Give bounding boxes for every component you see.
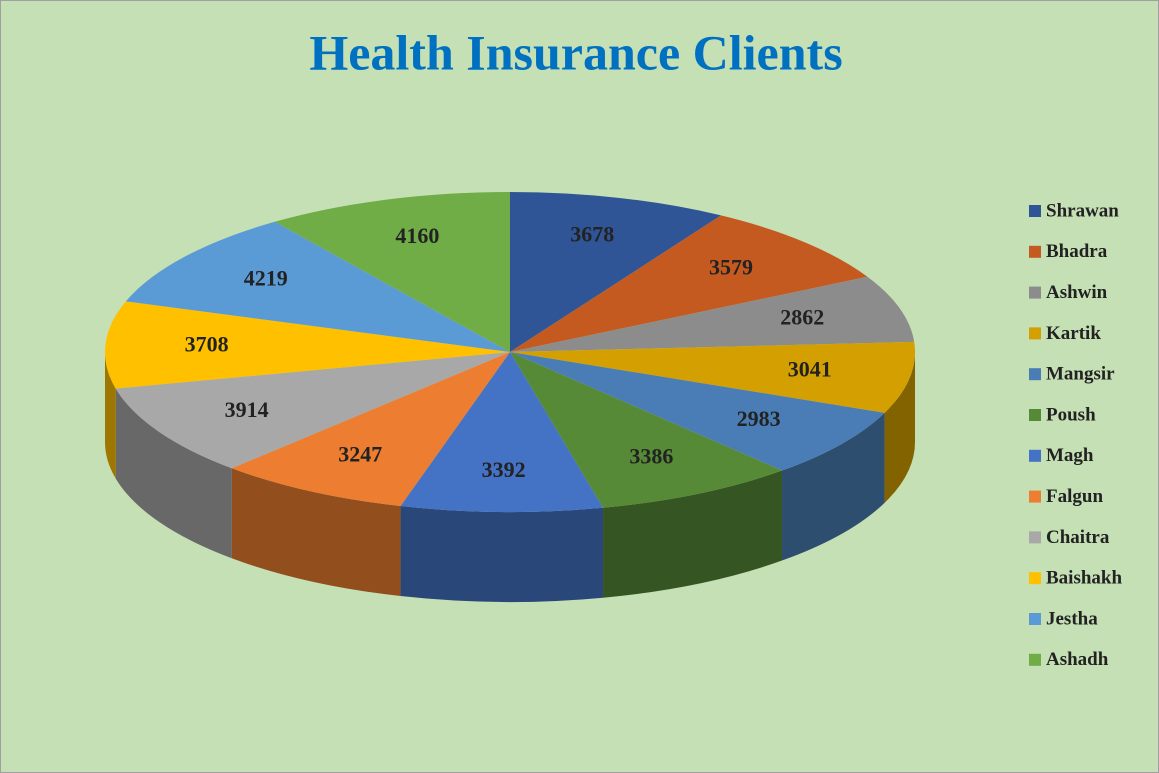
legend-swatch: [1029, 327, 1041, 340]
data-label: 3579: [709, 255, 753, 280]
legend-label: Chaitra: [1046, 527, 1110, 548]
data-label: 3914: [225, 397, 269, 422]
legend-label: Ashwin: [1046, 282, 1108, 303]
slice: [104, 301, 510, 389]
legend-label: Falgun: [1046, 486, 1103, 507]
legend-swatch: [1029, 368, 1041, 381]
legend-swatch: [1029, 572, 1041, 585]
slice-side: [400, 506, 604, 602]
data-label: 3247: [338, 441, 382, 466]
data-label: 4160: [395, 223, 439, 248]
slice: [231, 352, 510, 507]
slice-side: [115, 388, 232, 559]
slice-side: [884, 352, 915, 503]
slice-side: [781, 412, 885, 561]
legend-swatch: [1029, 490, 1041, 503]
legend-label: Shrawan: [1046, 200, 1119, 221]
chart-title: Health Insurance Clients: [309, 24, 842, 80]
data-label: 3386: [629, 443, 673, 468]
slice: [400, 352, 604, 512]
slice: [510, 276, 915, 352]
legend-label: Bhadra: [1046, 241, 1108, 262]
legend-swatch: [1029, 653, 1041, 666]
legend-swatch: [1029, 245, 1041, 258]
data-label: 3708: [185, 332, 229, 357]
slice: [510, 341, 916, 413]
legend-label: Poush: [1046, 404, 1096, 425]
slice: [510, 352, 782, 508]
data-label: 2983: [737, 406, 781, 431]
data-label: 3392: [482, 457, 526, 482]
legend-swatch: [1029, 531, 1041, 544]
data-label: 4219: [244, 266, 288, 291]
data-label: 3041: [788, 357, 832, 382]
slice: [510, 215, 868, 352]
slice: [274, 192, 510, 352]
legend-swatch: [1029, 286, 1041, 299]
slice-side: [231, 468, 401, 597]
legend-label: Jestha: [1046, 608, 1098, 629]
slice: [125, 221, 511, 352]
slice: [510, 352, 885, 471]
legend-swatch: [1029, 449, 1041, 462]
legend-label: Magh: [1046, 445, 1094, 466]
legend-swatch: [1029, 205, 1041, 217]
data-label: 2862: [780, 304, 824, 329]
legend-label: Mangsir: [1046, 364, 1115, 385]
legend-label: Kartik: [1046, 323, 1101, 344]
slice: [115, 352, 511, 469]
slice-side: [603, 470, 782, 598]
legend-swatch: [1029, 613, 1041, 625]
data-label: 3678: [570, 222, 614, 247]
slice: [510, 192, 722, 352]
slice-side: [105, 352, 116, 479]
legend-label: Ashadh: [1046, 649, 1109, 670]
legend-label: Baishakh: [1046, 568, 1122, 589]
legend-swatch: [1029, 409, 1041, 421]
